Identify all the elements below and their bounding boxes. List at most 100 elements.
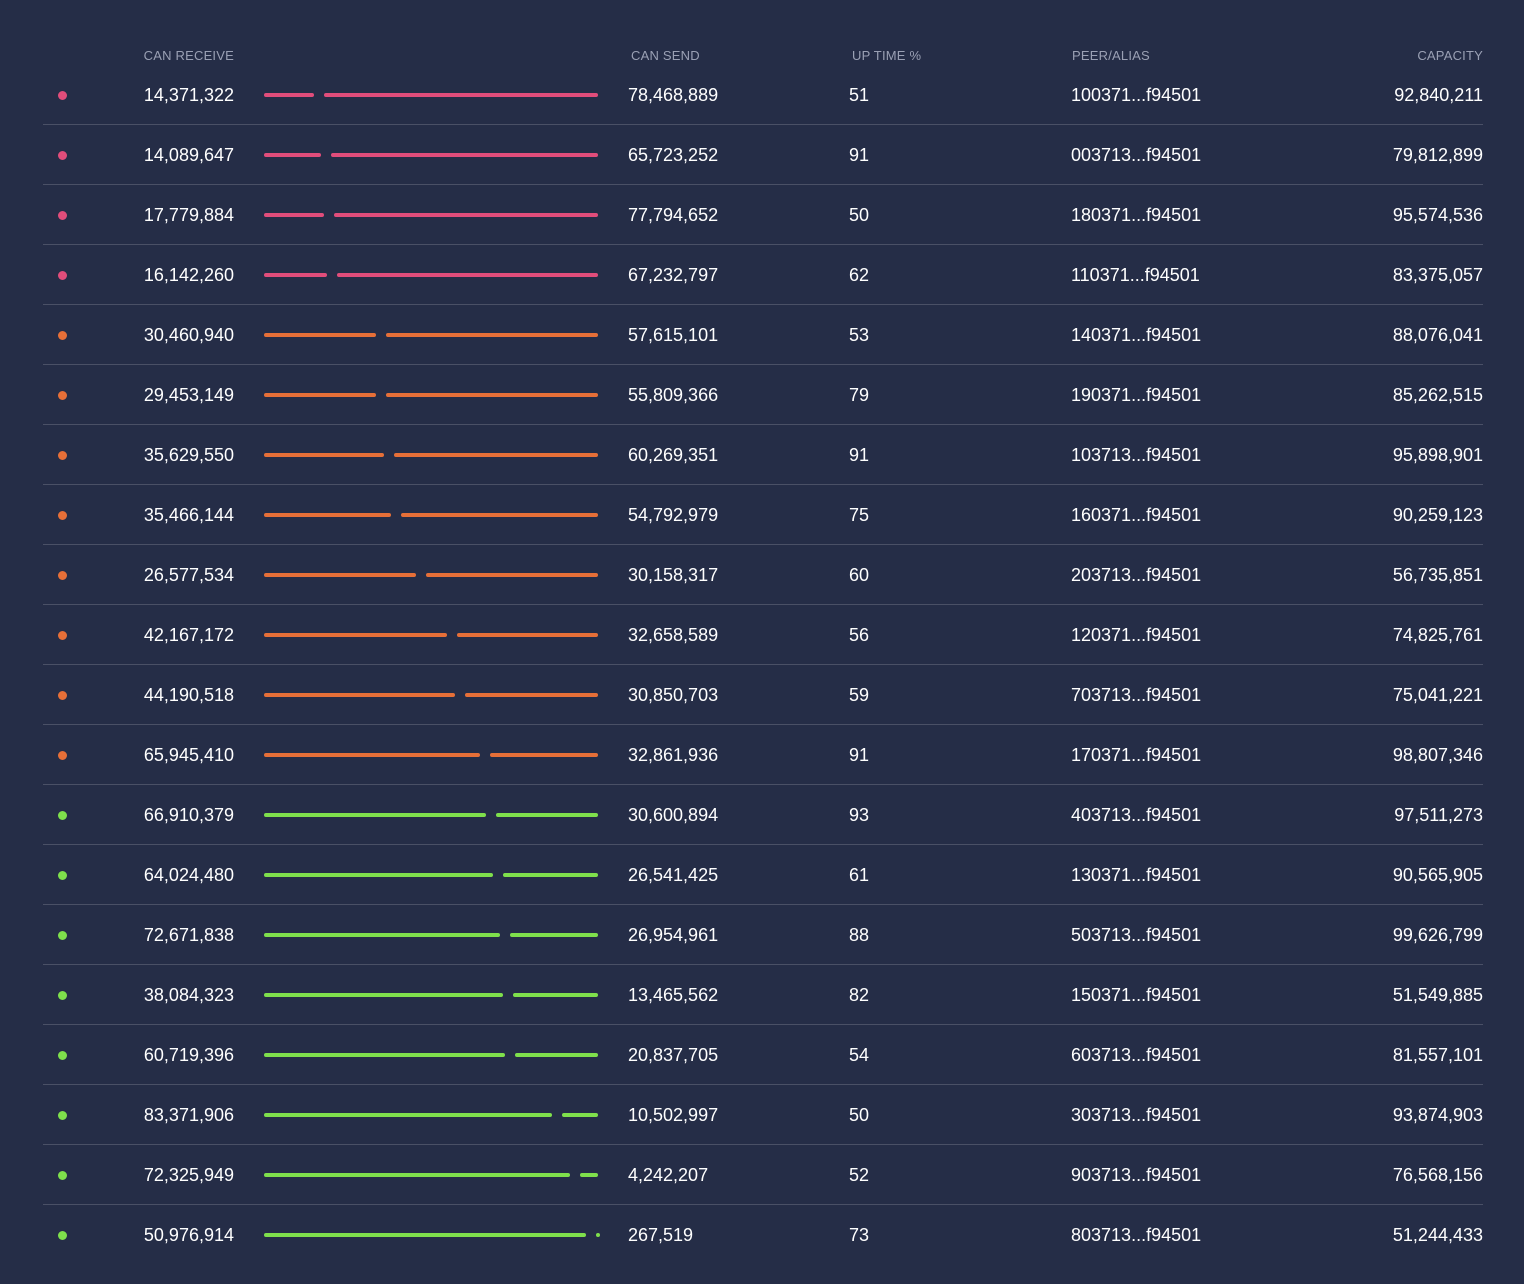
table-row[interactable]: 83,371,906 10,502,997 50 303713...f94501 93,… <box>0 1086 1524 1146</box>
status-dot <box>58 751 67 760</box>
peer-alias-value: 120371...f94501 <box>1071 625 1202 645</box>
balance-bar <box>264 453 598 457</box>
table-row[interactable]: 72,671,838 26,954,961 88 503713...f94501 99,… <box>0 906 1524 966</box>
balance-bar-receive <box>264 93 314 97</box>
table-row[interactable]: 50,976,914 267,519 73 803713...f94501 51,244… <box>0 1206 1524 1266</box>
balance-bar-receive <box>264 1113 552 1117</box>
balance-bar <box>264 213 598 217</box>
peer-alias-value: 103713...f94501 <box>1071 445 1202 465</box>
status-dot <box>58 271 67 280</box>
balance-bar <box>264 1053 598 1057</box>
peer-alias-value: 160371...f94501 <box>1071 505 1202 525</box>
table-row[interactable]: 35,629,550 60,269,351 91 103713...f94501 95,… <box>0 426 1524 486</box>
can-receive-value: 35,629,550 <box>143 445 234 465</box>
table-row[interactable]: 72,325,949 4,242,207 52 903713...f94501 76,5… <box>0 1146 1524 1206</box>
capacity-value: 97,511,273 <box>1394 805 1483 825</box>
balance-bar <box>264 273 598 277</box>
row-divider <box>43 124 1483 125</box>
can-send-value: 30,850,703 <box>628 685 719 705</box>
status-dot <box>58 391 67 400</box>
can-receive-value: 17,779,884 <box>143 205 234 225</box>
peer-alias-value: 110371...f94501 <box>1071 265 1200 285</box>
peer-alias-value: 503713...f94501 <box>1071 925 1202 945</box>
status-dot <box>58 1111 67 1120</box>
balance-bar <box>264 1113 598 1117</box>
balance-bar-receive <box>264 753 480 757</box>
up-time-value: 79 <box>849 385 870 405</box>
table-row[interactable]: 17,779,884 77,794,652 50 180371...f94501 95,… <box>0 186 1524 246</box>
peer-alias-value: 150371...f94501 <box>1071 985 1202 1005</box>
peer-alias-value: 303713...f94501 <box>1071 1105 1202 1125</box>
table-row[interactable]: 65,945,410 32,861,936 91 170371...f94501 98,… <box>0 726 1524 786</box>
balance-bar-receive <box>264 1233 586 1237</box>
peer-alias-value: 100371...f94501 <box>1071 85 1202 105</box>
capacity-value: 74,825,761 <box>1392 625 1483 645</box>
peer-alias-value: 403713...f94501 <box>1071 805 1202 825</box>
balance-bar <box>264 693 598 697</box>
header-capacity[interactable]: CAPACITY <box>1417 48 1483 63</box>
can-send-value: 26,541,425 <box>628 865 719 885</box>
can-receive-value: 14,371,322 <box>143 85 234 105</box>
header-up-time[interactable]: UP TIME % <box>852 48 922 63</box>
capacity-value: 93,874,903 <box>1392 1105 1483 1125</box>
can-send-value: 78,468,889 <box>628 85 719 105</box>
balance-bar-send <box>401 513 598 517</box>
can-send-value: 4,242,207 <box>628 1165 709 1185</box>
peer-alias-value: 703713...f94501 <box>1071 685 1202 705</box>
table-row[interactable]: 35,466,144 54,792,979 75 160371...f94501 90,… <box>0 486 1524 546</box>
table-row[interactable]: 66,910,379 30,600,894 93 403713...f94501 97,… <box>0 786 1524 846</box>
status-dot <box>58 511 67 520</box>
table-row[interactable]: 64,024,480 26,541,425 61 130371...f94501 90,… <box>0 846 1524 906</box>
peer-alias-value: 803713...f94501 <box>1071 1225 1202 1245</box>
balance-bar-receive <box>264 333 376 337</box>
can-send-value: 20,837,705 <box>628 1045 719 1065</box>
table-row[interactable]: 14,089,647 65,723,252 91 003713...f94501 79,… <box>0 126 1524 186</box>
balance-bar-send <box>394 453 598 457</box>
header-can-send[interactable]: CAN SEND <box>631 48 700 63</box>
header-peer-alias[interactable]: PEER/ALIAS <box>1072 48 1150 63</box>
up-time-value: 54 <box>849 1045 870 1065</box>
capacity-value: 75,041,221 <box>1392 685 1483 705</box>
table-row[interactable]: 26,577,534 30,158,317 60 203713...f94501 56,… <box>0 546 1524 606</box>
can-send-value: 32,861,936 <box>628 745 719 765</box>
header-can-receive[interactable]: CAN RECEIVE <box>143 48 234 63</box>
peer-alias-value: 130371...f94501 <box>1071 865 1202 885</box>
row-divider <box>43 244 1483 245</box>
row-divider <box>43 184 1483 185</box>
table-row[interactable]: 38,084,323 13,465,562 82 150371...f94501 51,… <box>0 966 1524 1026</box>
can-send-value: 67,232,797 <box>628 265 719 285</box>
row-divider <box>43 964 1483 965</box>
table-row[interactable]: 60,719,396 20,837,705 54 603713...f94501 81,… <box>0 1026 1524 1086</box>
table-row[interactable]: 16,142,260 67,232,797 62 110371...f94501 83,… <box>0 246 1524 306</box>
balance-bar <box>264 753 598 757</box>
can-send-value: 57,615,101 <box>628 325 719 345</box>
table-row[interactable]: 14,371,322 78,468,889 51 100371...f94501 92,… <box>0 66 1524 126</box>
balance-bar-receive <box>264 513 391 517</box>
table-row[interactable]: 29,453,149 55,809,366 79 190371...f94501 85,… <box>0 366 1524 426</box>
balance-bar-send <box>503 873 598 877</box>
up-time-value: 50 <box>849 1105 870 1125</box>
balance-bar-receive <box>264 813 486 817</box>
table-body: 14,371,322 78,468,889 51 100371...f94501 92,… <box>0 66 1524 1266</box>
can-send-value: 65,723,252 <box>628 145 719 165</box>
can-receive-value: 35,466,144 <box>143 505 234 525</box>
row-divider <box>43 1144 1483 1145</box>
balance-bar <box>264 993 598 997</box>
up-time-value: 61 <box>849 865 870 885</box>
row-divider <box>43 304 1483 305</box>
can-receive-value: 42,167,172 <box>143 625 234 645</box>
balance-bar <box>264 333 598 337</box>
can-receive-value: 38,084,323 <box>143 985 234 1005</box>
table-row[interactable]: 30,460,940 57,615,101 53 140371...f94501 88,… <box>0 306 1524 366</box>
table-row[interactable]: 44,190,518 30,850,703 59 703713...f94501 75,… <box>0 666 1524 726</box>
up-time-value: 93 <box>849 805 870 825</box>
table-row[interactable]: 42,167,172 32,658,589 56 120371...f94501 74,… <box>0 606 1524 666</box>
capacity-value: 95,574,536 <box>1392 205 1483 225</box>
table-header: CAN RECEIVE CAN SEND UP TIME % PEER/ALIA… <box>0 46 1524 66</box>
status-dot <box>58 151 67 160</box>
balance-bar <box>264 93 598 97</box>
balance-bar-send <box>490 753 598 757</box>
balance-bar-send <box>596 1233 600 1237</box>
can-send-value: 77,794,652 <box>628 205 719 225</box>
peer-alias-value: 190371...f94501 <box>1071 385 1202 405</box>
